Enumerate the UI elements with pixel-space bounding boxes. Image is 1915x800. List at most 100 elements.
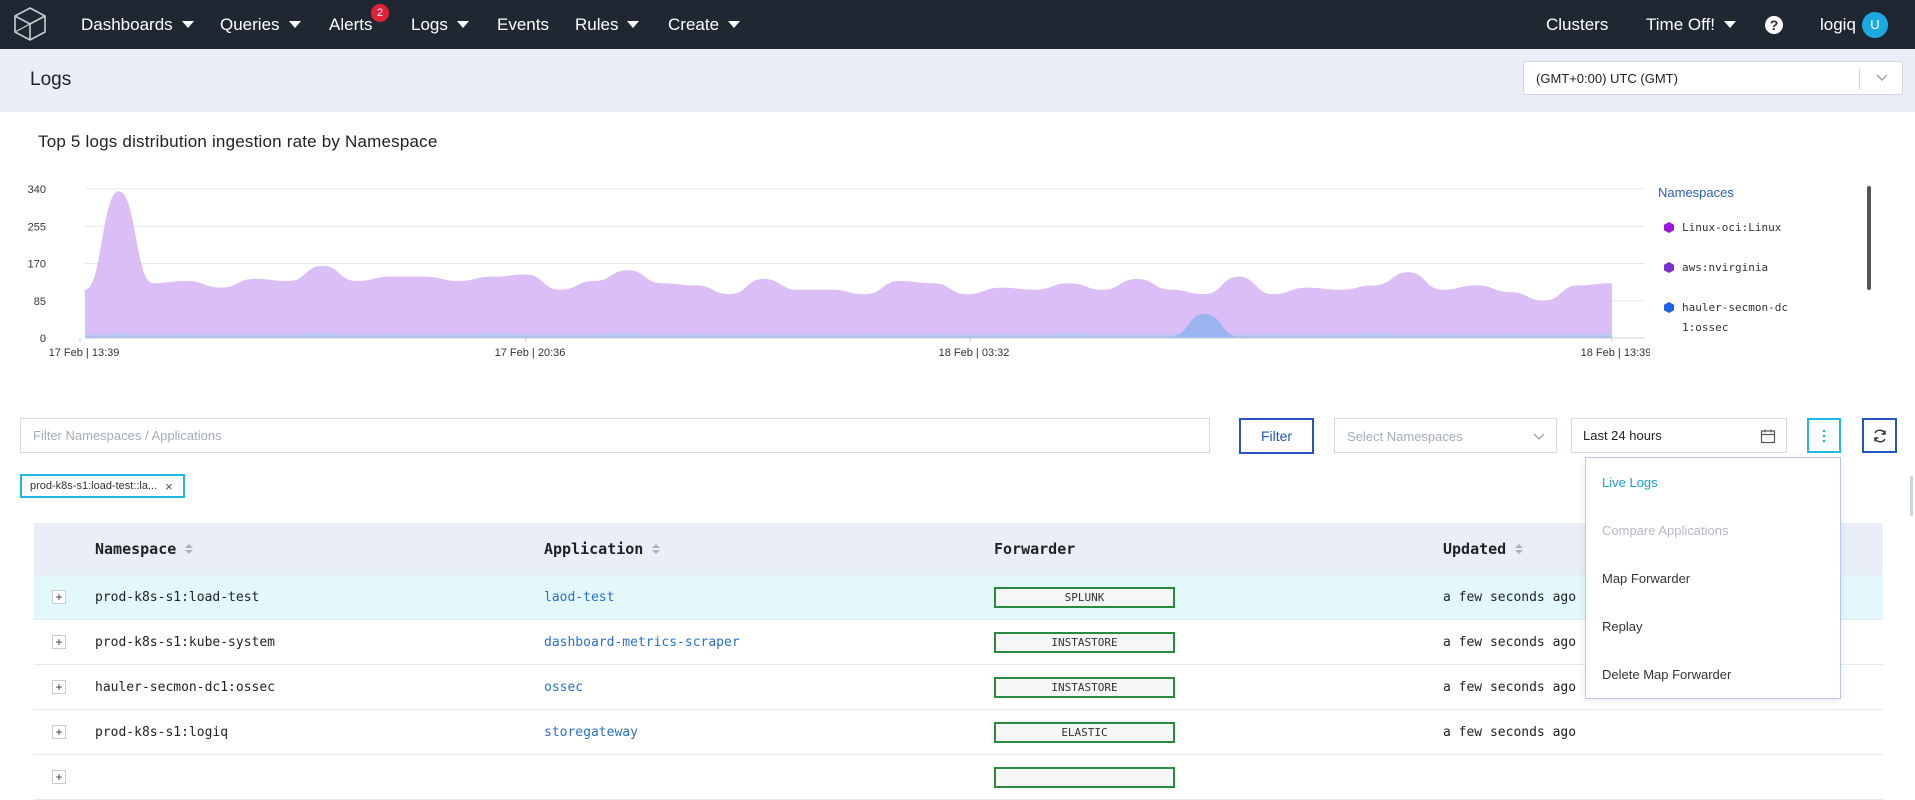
nav-time-off[interactable]: Time Off! — [1646, 0, 1736, 49]
nav-time-off-label: Time Off! — [1646, 14, 1715, 34]
cell-application-link[interactable]: ossec — [544, 680, 584, 695]
namespace-select-placeholder: Select Namespaces — [1347, 429, 1463, 444]
menu-item-delete-map-forwarder[interactable]: Delete Map Forwarder — [1602, 667, 1732, 682]
nav-rules-label: Rules — [575, 14, 619, 34]
table-row[interactable]: + hauler-secmon-dc1:ossec ossec INSTASTO… — [34, 665, 1883, 710]
menu-item-map-forwarder[interactable]: Map Forwarder — [1602, 571, 1691, 586]
y-tick-label: 255 — [28, 221, 46, 233]
caret-down-icon — [627, 21, 640, 28]
nav-queries-label: Queries — [220, 14, 280, 34]
nav-logs-label: Logs — [411, 14, 448, 34]
chart-title: Top 5 logs distribution ingestion rate b… — [38, 132, 438, 151]
cell-namespace: prod-k8s-s1:logiq — [95, 725, 229, 740]
user-name: logiq — [1820, 14, 1856, 34]
nav-create-label: Create — [668, 14, 720, 34]
sort-icon — [1515, 544, 1524, 554]
column-header-namespace[interactable]: Namespace — [95, 523, 194, 575]
sort-icon — [652, 544, 661, 554]
filter-button[interactable]: Filter — [1239, 418, 1314, 454]
legend-item[interactable]: hauler-secmon-dc1:ossec — [1658, 298, 1868, 338]
nav-events[interactable]: Events — [497, 0, 549, 49]
legend-label: aws:nvirginia — [1682, 261, 1769, 274]
y-tick-label: 170 — [28, 259, 46, 271]
column-header-label: Updated — [1443, 540, 1507, 558]
expand-row-icon[interactable]: + — [52, 635, 66, 649]
cell-updated: a few seconds ago — [1443, 590, 1577, 605]
cell-application-link[interactable]: laod-test — [544, 590, 615, 605]
cell-application-link[interactable]: dashboard-metrics-scraper — [544, 635, 740, 650]
ingestion-area-chart: 0 85 170 255 340 17 Feb | 13:39 17 Feb | 20:36… — [28, 184, 1650, 359]
more-options-menu: Live Logs Compare Applications Map Forwa… — [1585, 457, 1841, 699]
sort-icon — [185, 544, 194, 554]
page-scrollbar[interactable] — [1910, 476, 1913, 516]
more-options-button[interactable] — [1807, 418, 1841, 453]
menu-item-compare-applications: Compare Applications — [1602, 523, 1729, 538]
x-tick-label: 18 Feb | 13:39 — [1581, 347, 1650, 359]
column-header-updated[interactable]: Updated — [1443, 523, 1524, 575]
legend-scrollbar[interactable] — [1867, 186, 1871, 290]
nav-clusters-label: Clusters — [1546, 14, 1609, 34]
forwarder-badge: SPLUNK — [994, 587, 1175, 608]
column-header-label: Namespace — [95, 540, 177, 558]
nav-queries[interactable]: Queries — [220, 0, 301, 49]
table-row[interactable]: + — [34, 755, 1883, 800]
nav-logs[interactable]: Logs — [411, 0, 469, 49]
table-row[interactable]: + prod-k8s-s1:kube-system dashboard-metr… — [34, 620, 1883, 665]
forwarder-badge — [994, 767, 1175, 788]
column-header-forwarder: Forwarder — [994, 523, 1075, 575]
table-row[interactable]: + prod-k8s-s1:logiq storegateway ELASTIC… — [34, 710, 1883, 755]
hexagon-icon — [1664, 222, 1674, 233]
forwarder-badge: INSTASTORE — [994, 632, 1175, 653]
nav-create[interactable]: Create — [668, 0, 741, 49]
nav-events-label: Events — [497, 14, 549, 34]
user-menu[interactable]: logiq U — [1820, 0, 1888, 49]
chart-legend: Namespaces Linux-oci:Linux aws:nvirginia… — [1658, 185, 1868, 350]
help-button[interactable]: ? — [1765, 0, 1783, 49]
logiq-logo-icon[interactable] — [12, 6, 48, 42]
expand-row-icon[interactable]: + — [52, 680, 66, 694]
legend-item[interactable]: aws:nvirginia — [1658, 258, 1868, 278]
select-divider — [1859, 68, 1860, 90]
namespace-select[interactable]: Select Namespaces — [1334, 418, 1557, 453]
nav-dashboards[interactable]: Dashboards — [81, 0, 194, 49]
nav-rules[interactable]: Rules — [575, 0, 640, 49]
expand-row-icon[interactable]: + — [52, 725, 66, 739]
column-header-label: Forwarder — [994, 540, 1076, 558]
filter-search-field[interactable] — [20, 418, 1210, 453]
forwarder-badge: ELASTIC — [994, 722, 1175, 743]
y-tick-label: 85 — [34, 296, 46, 308]
nav-clusters[interactable]: Clusters — [1546, 0, 1608, 49]
nav-alerts-label: Alerts — [329, 14, 373, 34]
nav-alerts[interactable]: Alerts — [329, 0, 372, 49]
cell-namespace: prod-k8s-s1:kube-system — [95, 635, 276, 650]
column-header-application[interactable]: Application — [544, 523, 661, 575]
hexagon-icon — [1664, 302, 1674, 313]
legend-item[interactable]: Linux-oci:Linux — [1658, 218, 1868, 238]
menu-item-replay[interactable]: Replay — [1602, 619, 1643, 634]
time-range-value: Last 24 hours — [1583, 428, 1662, 443]
refresh-button[interactable] — [1862, 418, 1897, 453]
filter-search-input[interactable] — [21, 419, 1209, 452]
y-tick-label: 340 — [28, 184, 46, 196]
expand-row-icon[interactable]: + — [52, 590, 66, 604]
cell-updated: a few seconds ago — [1443, 680, 1577, 695]
time-range-picker[interactable]: Last 24 hours — [1571, 418, 1787, 453]
cell-namespace: hauler-secmon-dc1:ossec — [95, 680, 276, 695]
expand-row-icon[interactable]: + — [52, 770, 66, 784]
x-tick-label: 18 Feb | 03:32 — [939, 347, 1010, 359]
timezone-select[interactable]: (GMT+0:00) UTC (GMT) — [1523, 61, 1903, 95]
forwarder-badge: INSTASTORE — [994, 677, 1175, 698]
caret-down-icon — [1723, 21, 1736, 28]
cell-application-link[interactable]: storegateway — [544, 725, 638, 740]
page-header: Logs (GMT+0:00) UTC (GMT) — [0, 49, 1915, 112]
chevron-down-icon — [1876, 74, 1888, 82]
hexagon-icon — [1664, 262, 1674, 273]
close-icon[interactable]: × — [165, 478, 173, 494]
area-series-linux-oci-linux — [85, 191, 1612, 338]
caret-down-icon — [288, 21, 301, 28]
menu-item-live-logs[interactable]: Live Logs — [1602, 475, 1658, 490]
help-icon: ? — [1765, 15, 1783, 34]
table-row[interactable]: + prod-k8s-s1:load-test laod-test SPLUNK… — [34, 575, 1883, 620]
legend-label: Linux-oci:Linux — [1682, 221, 1782, 234]
alerts-count-badge: 2 — [371, 4, 389, 22]
